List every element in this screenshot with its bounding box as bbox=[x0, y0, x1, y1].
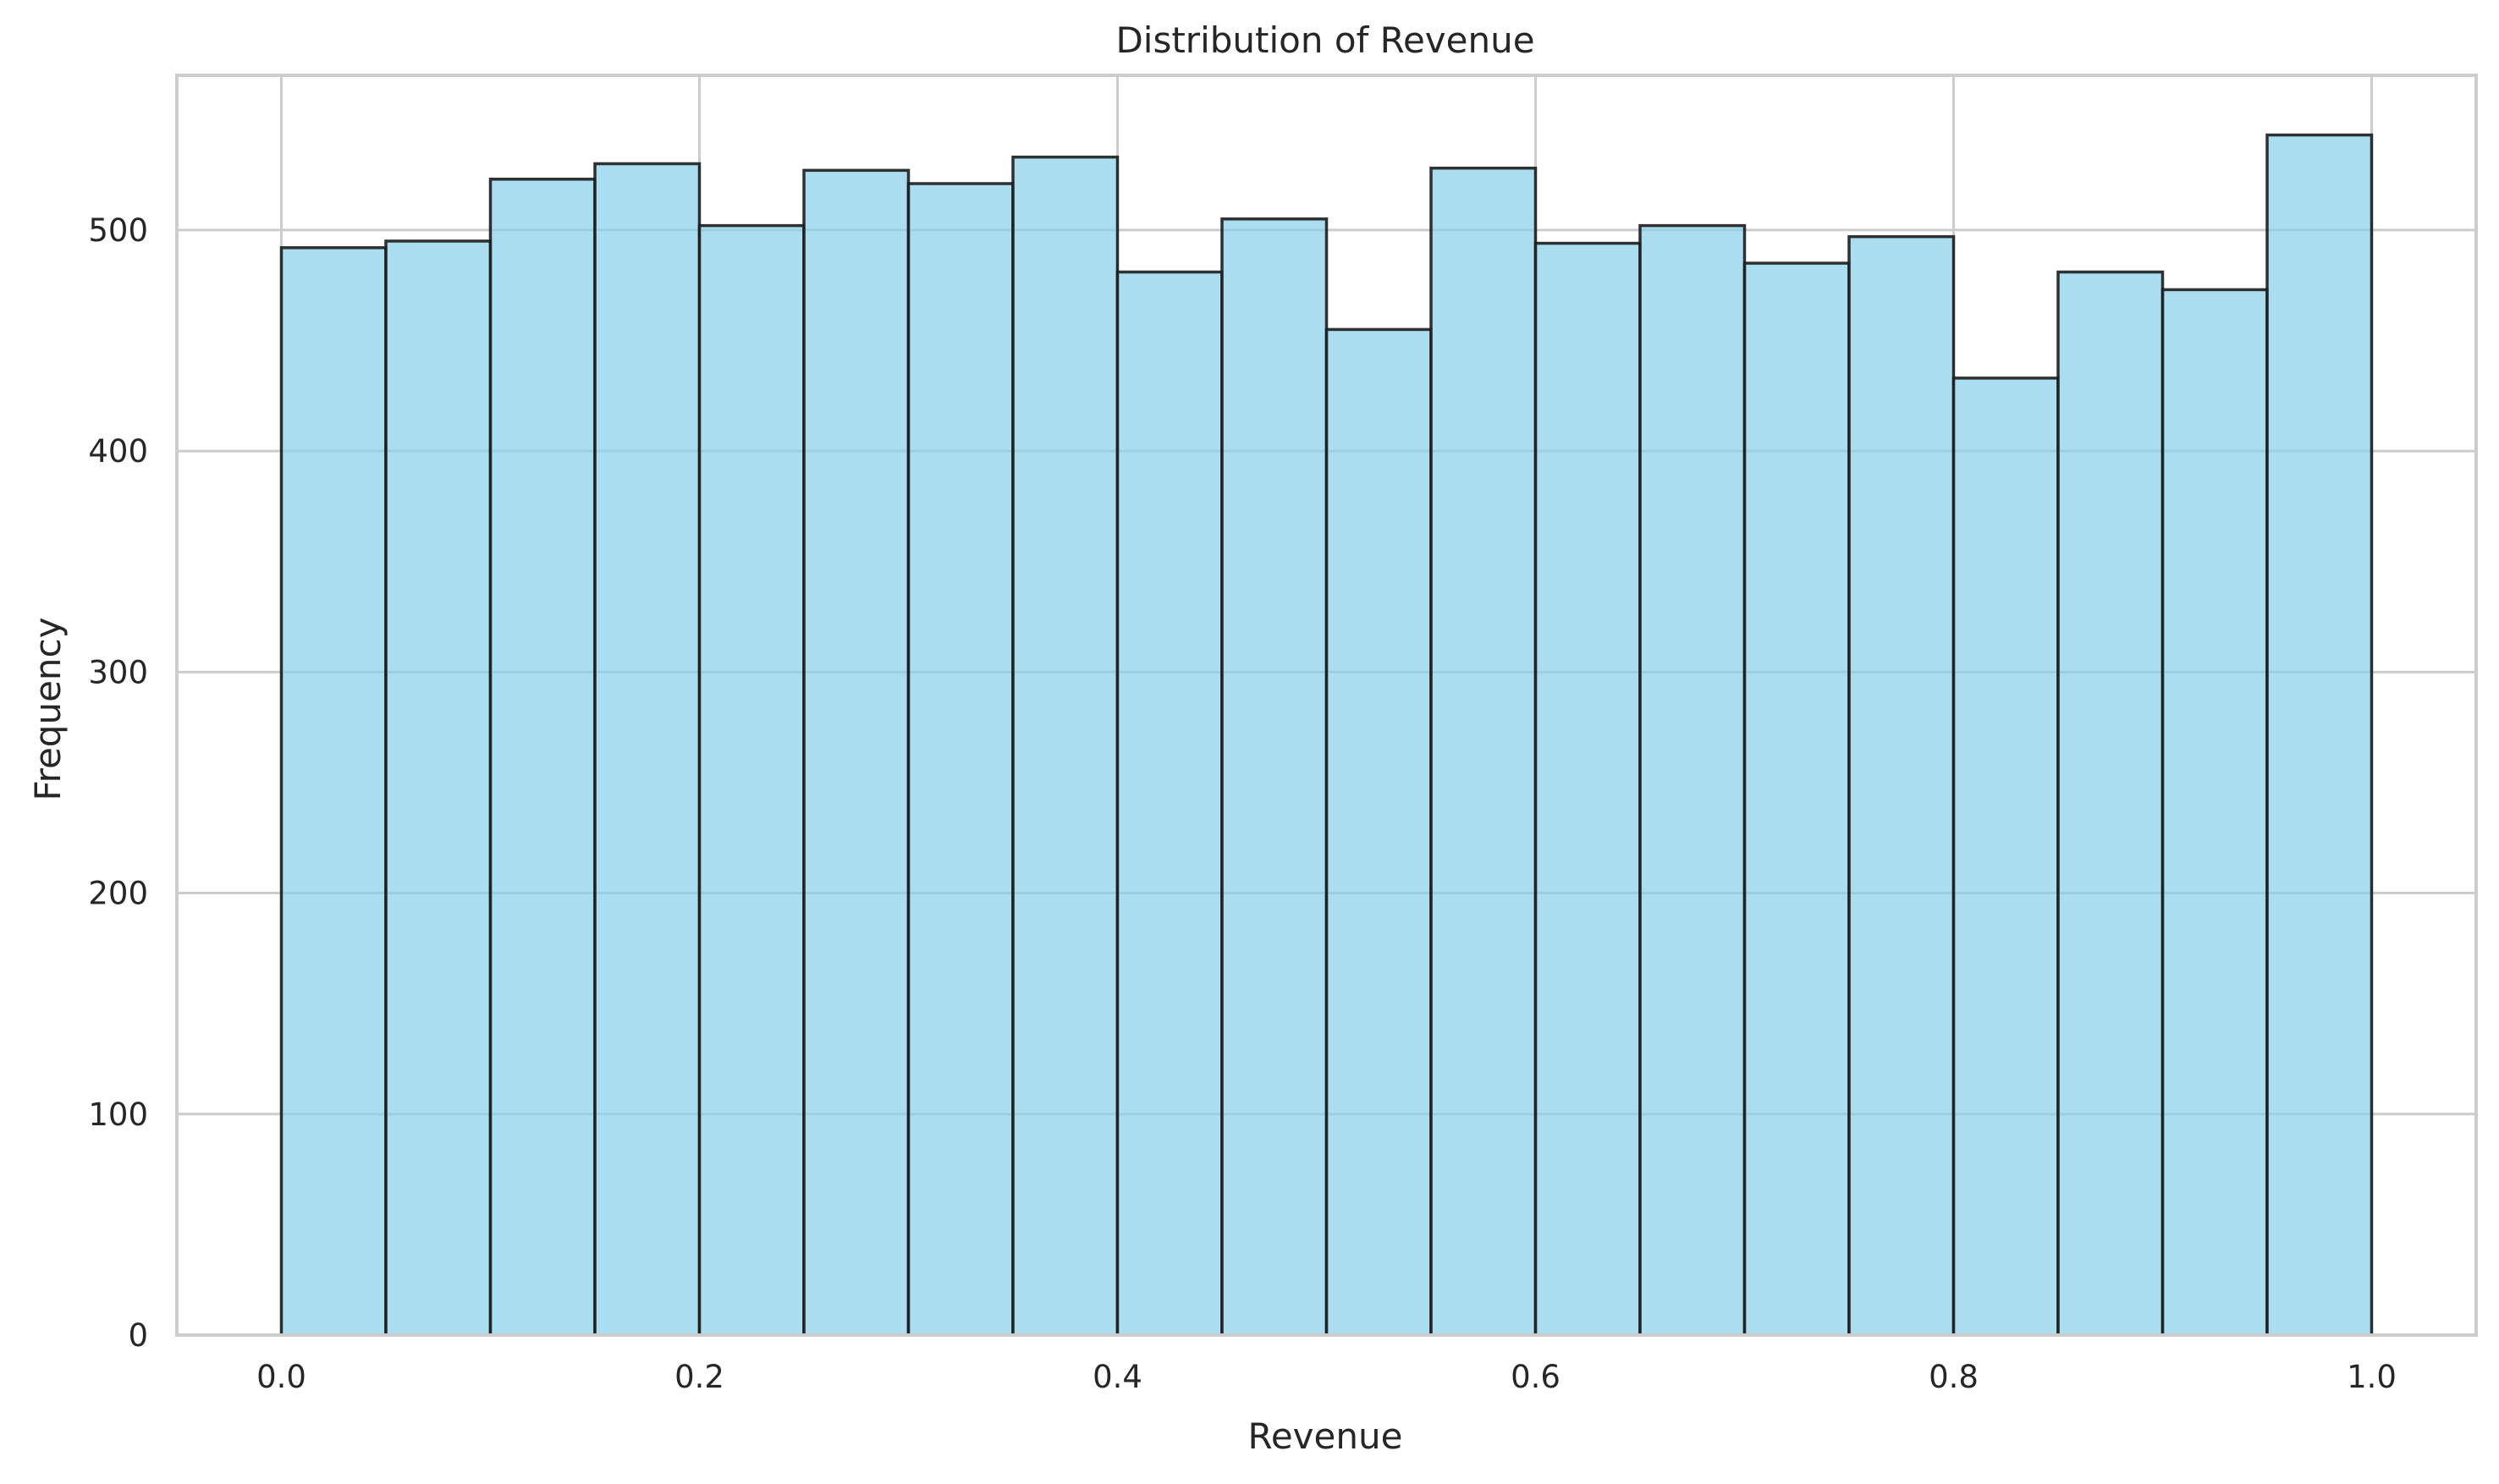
x-tick-label: 0.6 bbox=[1511, 1359, 1560, 1395]
histogram-bar bbox=[384, 239, 493, 1337]
histogram-bar bbox=[488, 178, 597, 1337]
y-tick-label: 100 bbox=[88, 1097, 148, 1133]
x-axis-ticks: 0.0 0.2 0.4 0.6 0.8 1.0 bbox=[256, 1359, 2397, 1395]
x-tick-label: 0.0 bbox=[256, 1359, 306, 1395]
y-axis-ticks: 0 100 200 300 400 500 bbox=[88, 212, 148, 1354]
histogram-bar bbox=[1011, 155, 1120, 1337]
histogram-bar bbox=[1115, 270, 1224, 1337]
y-tick-label: 0 bbox=[128, 1317, 148, 1354]
x-tick-label: 1.0 bbox=[2347, 1359, 2397, 1395]
histogram-bar bbox=[593, 162, 702, 1337]
histogram-bar bbox=[906, 182, 1015, 1337]
histogram-bar bbox=[1638, 223, 1747, 1337]
histogram-bar bbox=[279, 246, 388, 1337]
histogram-bar bbox=[1742, 261, 1851, 1337]
histogram-bar bbox=[1220, 217, 1329, 1337]
histogram-bar bbox=[1847, 234, 1956, 1337]
y-tick-label: 300 bbox=[88, 654, 148, 690]
histogram-bar bbox=[1533, 241, 1642, 1337]
y-axis-label: Frequency bbox=[27, 618, 69, 801]
y-tick-label: 400 bbox=[88, 433, 148, 470]
histogram-bar bbox=[2265, 133, 2374, 1337]
plot-frame bbox=[175, 74, 2478, 1337]
histogram-bar bbox=[1429, 166, 1538, 1337]
histogram-bar bbox=[802, 168, 911, 1337]
histogram-bar bbox=[2160, 288, 2269, 1337]
x-tick-label: 0.4 bbox=[1093, 1359, 1142, 1395]
histogram-bar bbox=[697, 223, 806, 1337]
y-tick-label: 200 bbox=[88, 876, 148, 912]
histogram-bars bbox=[279, 133, 2374, 1337]
x-tick-label: 0.8 bbox=[1929, 1359, 1979, 1395]
chart-title: Distribution of Revenue bbox=[1115, 19, 1534, 61]
x-tick-label: 0.2 bbox=[674, 1359, 724, 1395]
x-axis-label: Revenue bbox=[1248, 1415, 1403, 1457]
histogram-bar bbox=[1951, 376, 2060, 1337]
histogram-bar bbox=[1324, 327, 1433, 1337]
y-tick-label: 500 bbox=[88, 212, 148, 249]
histogram-bar bbox=[2056, 270, 2165, 1337]
